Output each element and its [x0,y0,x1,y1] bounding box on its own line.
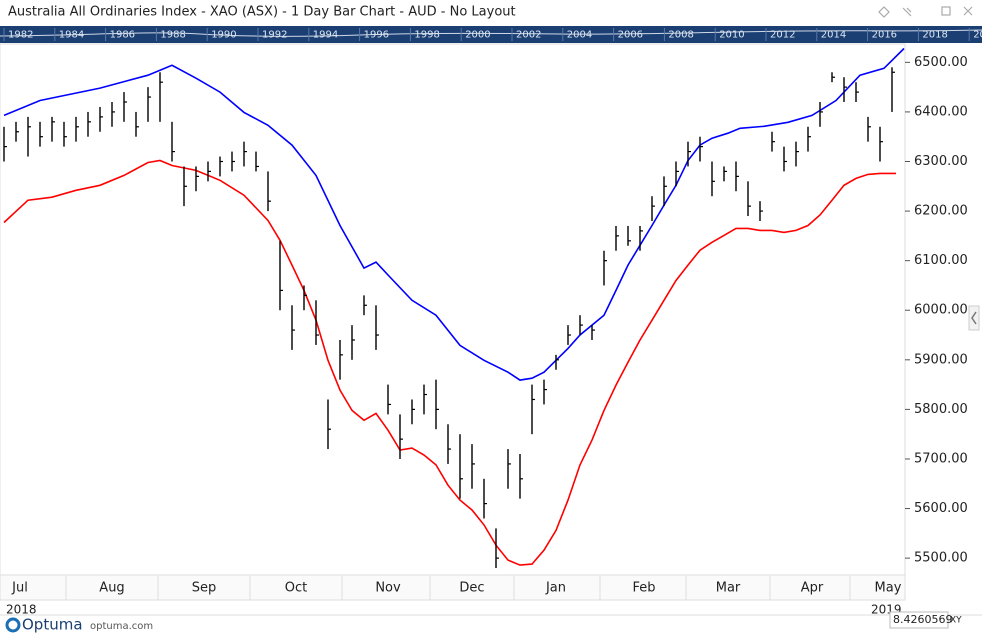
navigator-year: 1996 [364,30,389,41]
navigator-year: 2004 [567,30,592,41]
navigator-year: 1988 [160,30,185,41]
x-axis-band [0,574,906,601]
y-tick-label: 6500.00 [914,55,968,70]
y-tick-label: 6300.00 [914,154,968,169]
navigator-year: 2000 [465,30,490,41]
x-tick-label: Mar [716,581,741,596]
mode[interactable]: XY [950,616,962,626]
side-tab[interactable] [968,305,980,331]
x-tick-label: Jan [545,581,566,596]
navigator-year: 2012 [770,30,795,41]
x-tick-label: Dec [459,581,484,596]
readout: 8.4260569 [893,613,953,626]
navigator-year: 2010 [719,30,744,41]
y-tick-label: 5600.00 [914,501,968,516]
navigator-line [0,29,982,37]
y-tick-label: 6400.00 [914,104,968,119]
navigator-bg [0,26,982,43]
x-tick-label: Feb [632,581,655,596]
navigator-year: 2006 [618,30,643,41]
navigator-year: 2002 [516,30,541,41]
navigator-year: 1984 [59,30,84,41]
navigator-year: 1998 [414,30,439,41]
site: optuma.com [90,621,153,632]
logo: Optuma [22,616,83,634]
navigator-year: 2020 [973,30,982,41]
navigator-year: 1992 [262,30,287,41]
window-title: Australia All Ordinaries Index - XAO (AS… [8,5,516,20]
band-line [3,159,896,566]
plot-area [0,43,906,576]
logo-mark [5,617,21,633]
navigator-year: 2018 [922,30,947,41]
x-tick-label: Aug [99,581,124,596]
y-tick-label: 5900.00 [914,352,968,367]
navigator[interactable]: 1982 1984 1986 1988 1990 1992 1994 1996 1998 2000… [0,26,982,43]
navigator-year: 2016 [872,30,897,41]
y-tick-label: 6000.00 [914,303,968,318]
x-tick-label: May [875,581,902,596]
y-tick-label: 6100.00 [914,253,968,268]
y-tick-label: 6200.00 [914,204,968,219]
y-tick-label: 5800.00 [914,402,968,417]
side-tab-arrow [971,311,977,325]
y-tick-label: 5700.00 [914,451,968,466]
x-tick-label: Oct [285,581,307,596]
navigator-year: 1982 [8,30,33,41]
band-line [3,47,905,381]
start-year: 2018 [6,603,37,617]
navigator-year: 2008 [668,30,693,41]
x-tick-label: Jul [11,581,28,596]
window-icons[interactable] [878,6,973,18]
x-tick-label: Apr [801,581,824,596]
readout-box [889,611,949,629]
y-tick-label: 5500.00 [914,551,968,566]
navigator-year: 2014 [821,30,846,41]
x-tick-label: Sep [192,581,217,596]
navigator-year: 1986 [110,30,135,41]
x-tick-label: Nov [375,581,401,596]
navigator-year: 1994 [313,30,338,41]
navigator-year: 1990 [211,30,236,41]
